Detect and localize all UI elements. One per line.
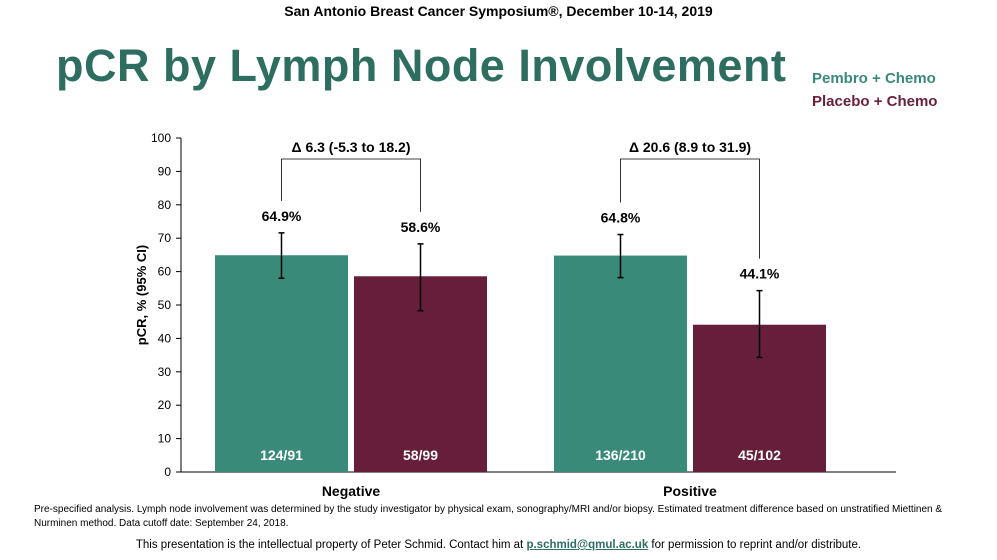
n-label: 124/91 [260, 447, 303, 463]
y-tick-label: 10 [158, 432, 172, 446]
difference-label: Δ 20.6 (8.9 to 31.9) [629, 139, 751, 155]
n-label: 58/99 [403, 447, 438, 463]
difference-brackets: Δ 6.3 (-5.3 to 18.2) Δ 20.6 (8.9 to 31.9) [281, 139, 760, 259]
y-tick-label: 90 [158, 164, 172, 178]
difference-bracket [620, 158, 760, 259]
conference-header: San Antonio Breast Cancer Symposium®, De… [284, 3, 713, 19]
legend-pembro: Pembro + Chemo [812, 70, 936, 87]
y-axis-title: pCR, % (95% CI) [134, 245, 149, 345]
y-tick-label: 60 [158, 265, 172, 279]
y-tick-label: 20 [158, 398, 172, 412]
contact-email-link[interactable]: p.schmid@qmul.ac.uk [526, 539, 649, 551]
slide-title: pCR by Lymph Node Involvement [56, 40, 787, 91]
n-label: 136/210 [595, 447, 646, 463]
y-tick-label: 80 [158, 198, 172, 212]
credit-text-start: This presentation is the intellectual pr… [135, 539, 527, 551]
credit-text-end: for permission to reprint and/or distrib… [648, 539, 862, 551]
y-tick-label: 50 [158, 298, 172, 312]
y-tick-label: 0 [164, 465, 171, 479]
difference-label: Δ 6.3 (-5.3 to 18.2) [292, 139, 411, 155]
difference-bracket [281, 158, 421, 212]
category-label-positive: Positive [663, 483, 717, 499]
y-tick-label: 40 [158, 331, 172, 345]
value-label: 64.8% [601, 210, 641, 226]
category-label-negative: Negative [322, 483, 381, 499]
bars [215, 232, 826, 472]
y-tick-label: 100 [151, 131, 171, 145]
value-label: 58.6% [401, 219, 441, 235]
value-label: 64.9% [262, 208, 302, 224]
bar-positive-pembro [554, 255, 687, 472]
pcr-bar-chart: 0 10 20 30 40 50 60 70 80 90 100 pCR, % (95% CI) 64… [134, 131, 896, 499]
y-tick-label: 30 [158, 365, 172, 379]
n-label: 45/102 [738, 447, 781, 463]
credit-line: This presentation is the intellectual pr… [0, 539, 997, 551]
footnote: Pre-specified analysis. Lymph node invol… [34, 504, 943, 529]
value-label: 44.1% [740, 266, 780, 282]
bar-negative-pembro [215, 255, 348, 472]
y-tick-label: 70 [158, 231, 172, 245]
data-labels: 64.9% 124/91 58.6% 58/99 Negative 64.8% 136/21… [260, 208, 781, 499]
legend-placebo: Placebo + Chemo [812, 93, 938, 110]
